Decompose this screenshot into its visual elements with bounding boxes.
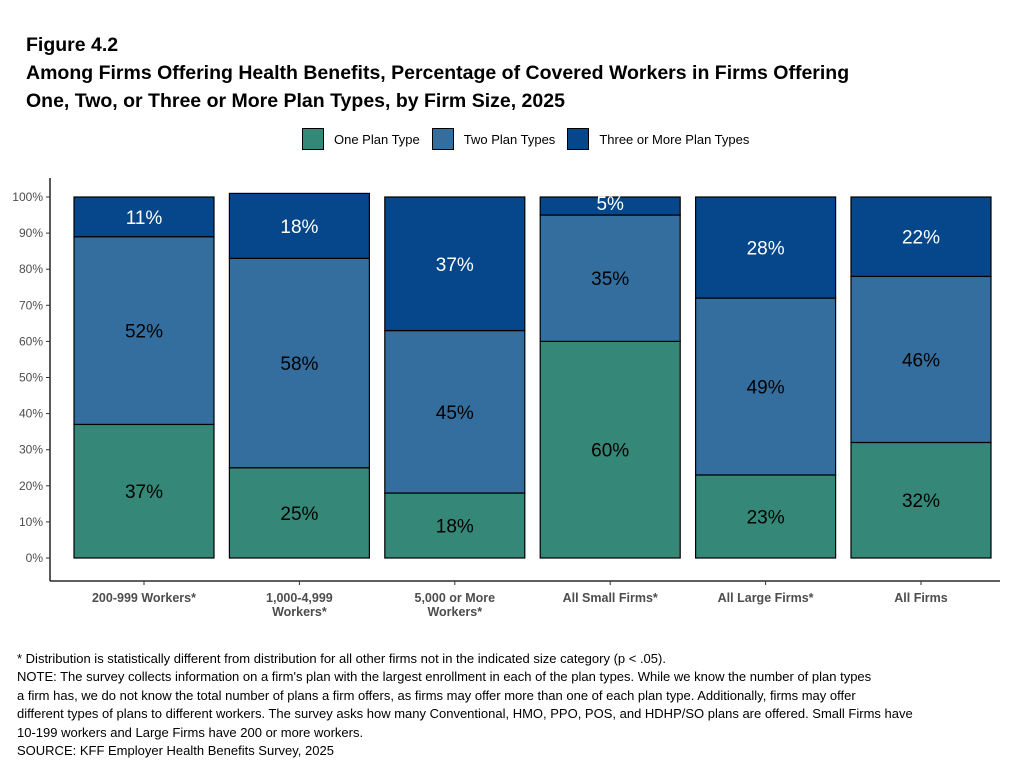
legend-label: One Plan Type <box>334 131 420 147</box>
legend: One Plan Type Two Plan Types Three or Mo… <box>302 128 761 150</box>
y-tick-label: 40% <box>19 407 43 421</box>
bar-segment <box>539 340 681 559</box>
data-label: 45% <box>436 403 474 424</box>
note-line: SOURCE: KFF Employer Health Benefits Sur… <box>17 743 334 759</box>
data-label: 37% <box>436 255 474 276</box>
y-tick-label: 80% <box>19 262 43 276</box>
data-label: 18% <box>280 217 318 238</box>
legend-item-one-plan: One Plan Type <box>302 128 420 150</box>
y-tick-label: 10% <box>19 515 43 529</box>
data-label: 52% <box>125 322 163 343</box>
note-line: 10-199 workers and Large Firms have 200 … <box>17 724 364 740</box>
bar-segment <box>73 196 215 238</box>
note-line: * Distribution is statistically differen… <box>17 651 666 666</box>
bar-segment <box>384 196 526 332</box>
y-tick-label: 50% <box>19 371 43 385</box>
footnotes: * Distribution is statistically differen… <box>17 650 1017 760</box>
y-tick-label: 100% <box>12 190 43 204</box>
legend-item-two-plans: Two Plan Types <box>431 128 556 150</box>
data-label: 23% <box>747 507 785 528</box>
chart-title-line2: One, Two, or Three or More Plan Types, b… <box>26 90 565 112</box>
data-label: 18% <box>436 517 474 538</box>
y-tick-label: 30% <box>19 443 43 457</box>
y-tick-label: 0% <box>26 551 44 565</box>
figure-label: Figure 4.2 <box>26 34 119 56</box>
data-label: 5% <box>596 194 624 215</box>
x-tick-label: 1,000-4,999 <box>266 591 333 605</box>
data-label: 49% <box>747 378 785 399</box>
bar-segment <box>694 196 837 299</box>
bar-segment <box>850 441 992 559</box>
data-label: 32% <box>902 491 940 512</box>
bar-segment <box>850 275 992 444</box>
data-label: 60% <box>591 441 629 462</box>
legend-swatch <box>431 128 454 150</box>
data-label: 28% <box>747 239 785 260</box>
y-tick-label: 90% <box>19 226 43 240</box>
x-tick-label: 5,000 or More <box>415 591 496 605</box>
x-tick-label: Workers* <box>427 605 482 619</box>
data-label: 58% <box>280 354 318 375</box>
x-tick-label: All Small Firms* <box>563 591 658 605</box>
bar-segment <box>228 467 370 559</box>
bar-segment <box>73 236 215 426</box>
legend-swatch <box>567 128 590 150</box>
legend-label: Three or More Plan Types <box>599 131 750 147</box>
data-label: 37% <box>125 482 163 503</box>
bar-segment <box>384 492 526 559</box>
bar-segment <box>73 423 215 559</box>
bar-segment <box>539 214 681 343</box>
bar-segment <box>694 474 837 559</box>
bar-segment <box>228 257 370 469</box>
legend-swatch <box>302 128 324 150</box>
data-label: 35% <box>591 269 629 290</box>
note-line: a firm has, we do not know the total num… <box>17 687 856 703</box>
legend-item-three-plus-plans: Three or More Plan Types <box>567 128 749 150</box>
y-tick-label: 70% <box>19 298 43 312</box>
note-line: different types of plans to different wo… <box>17 706 913 722</box>
chart-title-line1: Among Firms Offering Health Benefits, Pe… <box>26 62 850 84</box>
x-tick-label: 200-999 Workers* <box>92 591 196 605</box>
bar-segment <box>228 192 370 259</box>
bar-segment <box>539 196 681 216</box>
legend-label: Two Plan Types <box>463 131 556 147</box>
y-tick-label: 60% <box>19 334 43 348</box>
y-tick-label: 20% <box>19 479 43 493</box>
stacked-bar-chart: 0% 10% 20% 30% 40% 50% 60% 70% 80% 90% 100% 37% 52% 1… <box>12 178 1000 619</box>
data-label: 46% <box>902 350 940 371</box>
data-label: 22% <box>902 228 940 249</box>
data-label: 11% <box>126 208 163 229</box>
x-tick-label: All Large Firms* <box>718 591 814 605</box>
bar-segment <box>850 196 992 278</box>
note-line: NOTE: The survey collects information on… <box>17 669 872 685</box>
x-tick-label: All Firms <box>894 591 948 605</box>
data-label: 25% <box>280 504 318 525</box>
x-tick-label: Workers* <box>272 605 327 619</box>
